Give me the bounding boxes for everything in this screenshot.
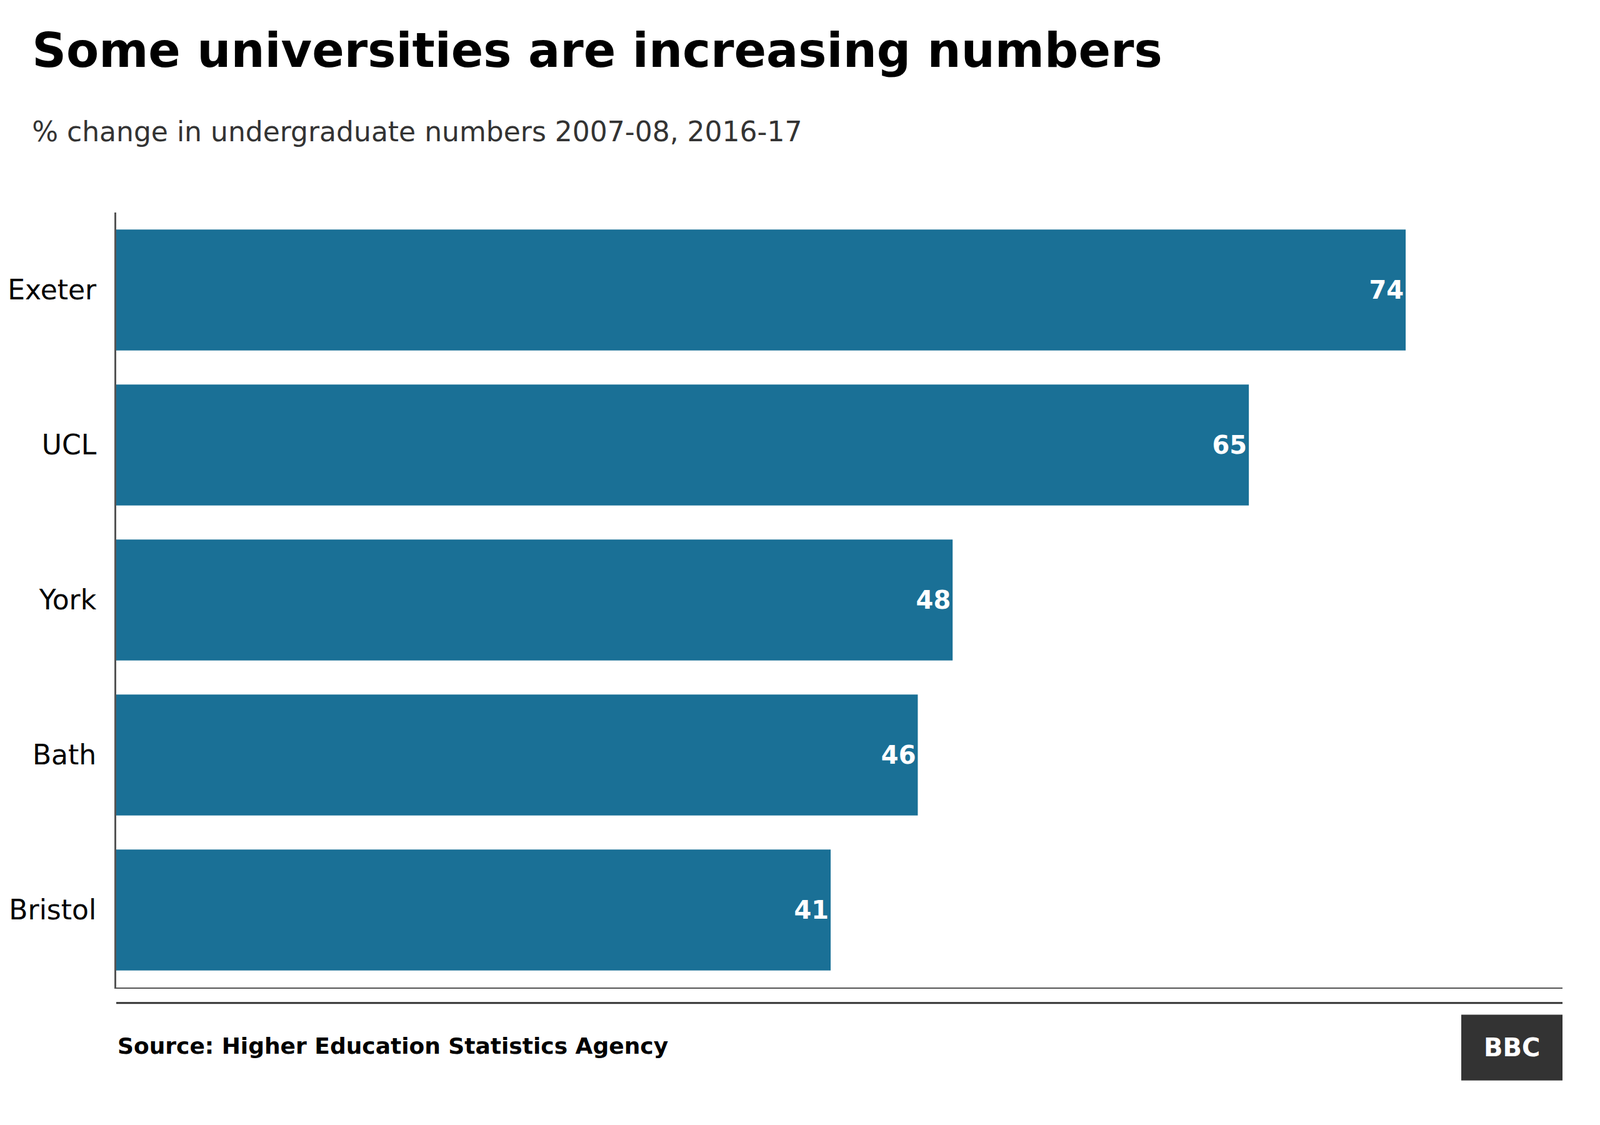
svg-text:Bath: Bath: [32, 738, 97, 771]
svg-text:York: York: [38, 583, 97, 616]
svg-text:UCL: UCL: [41, 428, 97, 461]
svg-text:41: 41: [793, 895, 829, 925]
svg-text:BBC: BBC: [1483, 1033, 1540, 1062]
svg-text:Some universities are increasi: Some universities are increasing numbers: [31, 22, 1163, 79]
svg-text:46: 46: [881, 740, 917, 770]
svg-text:48: 48: [916, 585, 952, 615]
svg-text:Source: Higher Education Stati: Source: Higher Education Statistics Agen…: [117, 1033, 669, 1059]
svg-text:Exeter: Exeter: [7, 273, 97, 306]
svg-text:65: 65: [1211, 430, 1247, 460]
svg-text:Bristol: Bristol: [8, 893, 97, 926]
svg-text:74: 74: [1368, 275, 1404, 305]
svg-text:% change in undergraduate numb: % change in undergraduate numbers 2007-0…: [31, 115, 802, 148]
